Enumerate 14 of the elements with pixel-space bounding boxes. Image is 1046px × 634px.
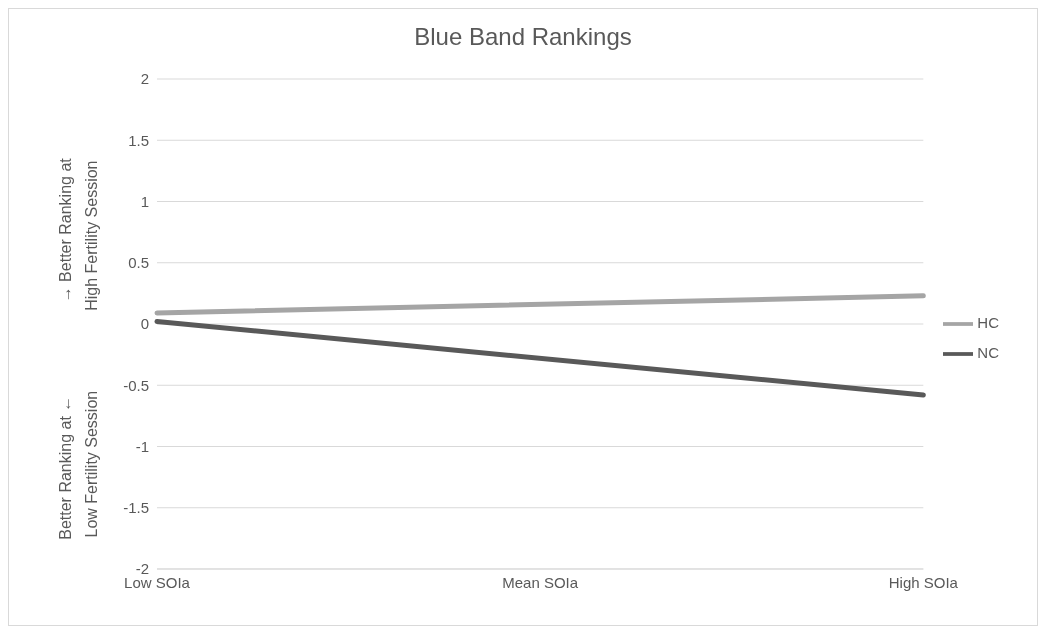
y-tick-label: 2 <box>140 70 149 88</box>
y-tick-label: 1 <box>140 192 149 210</box>
y-tick-label: -1 <box>135 437 149 455</box>
y-tick-label: -0.5 <box>123 376 149 394</box>
y-axis-title: Better Ranking at ← → Better Ranking at Low Fertility Session High Fertility Session <box>57 157 100 540</box>
legend-label: NC <box>977 344 999 362</box>
y-tick-label: 0.5 <box>128 254 149 272</box>
chart-title: Blue Band Rankings <box>413 23 633 51</box>
y-tick-label: 1.5 <box>128 131 149 149</box>
y-tick-label: 0 <box>140 315 149 333</box>
x-tick-label: Mean SOIa <box>502 573 579 591</box>
x-tick-label: High SOIa <box>888 573 959 591</box>
y-tick-label: -1.5 <box>123 499 149 517</box>
legend-label: HC <box>977 314 999 332</box>
